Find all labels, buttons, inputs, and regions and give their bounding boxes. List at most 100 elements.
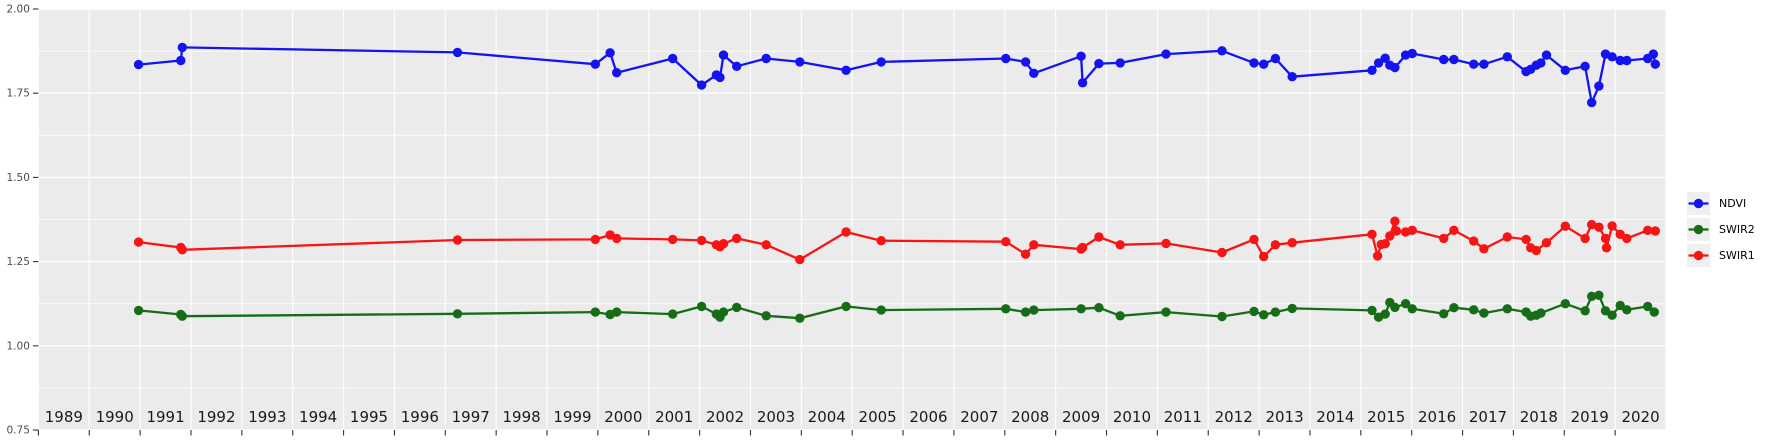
data-point-ndvi [761, 53, 771, 64]
data-point-swir2 [1020, 307, 1031, 317]
legend-label-ndvi: NDVI [1719, 197, 1747, 210]
data-point-ndvi [605, 48, 615, 58]
data-point-swir1 [1650, 226, 1661, 236]
data-point-swir1 [1391, 226, 1402, 236]
data-point-swir1 [1115, 240, 1125, 250]
data-point-swir1 [1249, 234, 1259, 245]
svg-text:1.50: 1.50 [7, 172, 30, 184]
data-point-ndvi [1594, 81, 1604, 91]
data-point-swir2 [1407, 304, 1417, 314]
data-point-swir1 [696, 235, 707, 246]
svg-text:2001: 2001 [655, 408, 693, 426]
data-point-swir1 [1531, 245, 1542, 256]
data-point-swir1 [1439, 233, 1449, 244]
data-point-swir2 [1587, 291, 1597, 301]
data-point-swir2 [1217, 311, 1227, 322]
data-point-ndvi [1217, 46, 1227, 56]
data-point-ndvi [1076, 51, 1086, 61]
svg-text:1.00: 1.00 [7, 340, 30, 352]
data-point-swir2 [1439, 309, 1449, 319]
data-point-swir1 [1287, 238, 1297, 248]
data-point-swir1 [1622, 233, 1632, 244]
legend-key-ndvi-icon [1687, 192, 1710, 215]
data-point-ndvi [841, 65, 851, 76]
data-point-swir2 [1607, 310, 1617, 320]
data-point-swir2 [1502, 304, 1513, 314]
data-point-ndvi [718, 50, 729, 60]
data-point-swir1 [876, 236, 886, 246]
data-point-swir2 [1390, 302, 1400, 313]
data-point-ndvi [1615, 55, 1625, 66]
legend-entry-swir2: SWIR2 [1687, 218, 1755, 241]
data-point-ndvi [590, 59, 600, 69]
data-point-swir1 [1541, 238, 1552, 248]
data-point-ndvi [715, 72, 725, 83]
data-point-ndvi [133, 59, 144, 70]
data-point-swir1 [841, 227, 851, 237]
data-point-swir2 [1622, 305, 1632, 315]
data-point-swir1 [590, 234, 600, 245]
data-point-swir2 [1380, 309, 1390, 319]
data-point-ndvi [1650, 59, 1661, 69]
data-point-swir2 [1580, 306, 1590, 316]
data-point-swir1 [1469, 236, 1479, 246]
svg-text:2020: 2020 [1621, 408, 1659, 426]
legend-key-swir1-icon [1687, 244, 1710, 267]
data-point-swir2 [1469, 305, 1479, 315]
svg-text:0.75: 0.75 [7, 425, 30, 437]
data-point-ndvi [1587, 97, 1597, 108]
data-point-swir1 [1270, 240, 1281, 250]
data-point-ndvi [1373, 58, 1384, 68]
data-point-swir1 [1479, 244, 1489, 254]
svg-text:1999: 1999 [553, 408, 591, 426]
svg-text:2014: 2014 [1316, 408, 1354, 426]
data-point-swir1 [668, 234, 678, 245]
data-point-ndvi [1536, 58, 1546, 68]
x-axis-ticks [37, 430, 1616, 436]
data-point-ndvi [1580, 61, 1590, 71]
data-point-swir2 [1560, 299, 1571, 309]
data-point-swir2 [1161, 307, 1171, 317]
svg-text:1.25: 1.25 [7, 256, 30, 268]
data-point-ndvi [1479, 59, 1489, 69]
svg-text:2007: 2007 [960, 408, 998, 426]
svg-text:1990: 1990 [96, 408, 134, 426]
svg-text:1.75: 1.75 [7, 88, 30, 100]
svg-text:2013: 2013 [1265, 408, 1303, 426]
data-point-ndvi [1001, 53, 1011, 64]
data-point-swir1 [612, 233, 622, 244]
y-axis-ticks [32, 8, 39, 431]
vertical-gridlines [37, 9, 1667, 430]
data-point-ndvi [452, 47, 463, 58]
data-point-swir1 [1380, 239, 1390, 249]
data-point-swir1 [1259, 251, 1269, 262]
svg-text:1995: 1995 [350, 408, 388, 426]
series-swir2 [133, 290, 1660, 323]
data-point-swir2 [1287, 303, 1297, 314]
data-point-swir1 [1449, 225, 1459, 235]
data-point-swir1 [1580, 233, 1590, 244]
data-point-ndvi [1287, 72, 1297, 82]
data-point-swir1 [177, 245, 187, 255]
data-point-swir1 [1217, 247, 1227, 258]
legend-key-swir2-icon [1687, 218, 1710, 241]
svg-text:1989: 1989 [45, 408, 83, 426]
data-point-swir2 [1615, 300, 1625, 311]
data-point-swir2 [761, 311, 771, 321]
data-point-ndvi [1622, 55, 1632, 66]
y-axis-labels: 0.75 1.00 1.25 1.50 1.75 2.00 [7, 4, 30, 437]
data-point-swir1 [1020, 249, 1031, 259]
data-point-swir2 [696, 301, 707, 312]
svg-text:2003: 2003 [757, 408, 795, 426]
data-point-swir2 [590, 307, 600, 317]
svg-text:1998: 1998 [503, 408, 541, 426]
legend: NDVI SWIR2 SWIR1 [1687, 192, 1755, 267]
series-swir1 [133, 216, 1661, 265]
data-point-ndvi [1270, 53, 1281, 64]
data-point-ndvi [795, 57, 805, 67]
data-point-swir2 [133, 305, 144, 316]
data-point-swir1 [1600, 233, 1611, 244]
data-point-swir1 [1077, 242, 1088, 253]
